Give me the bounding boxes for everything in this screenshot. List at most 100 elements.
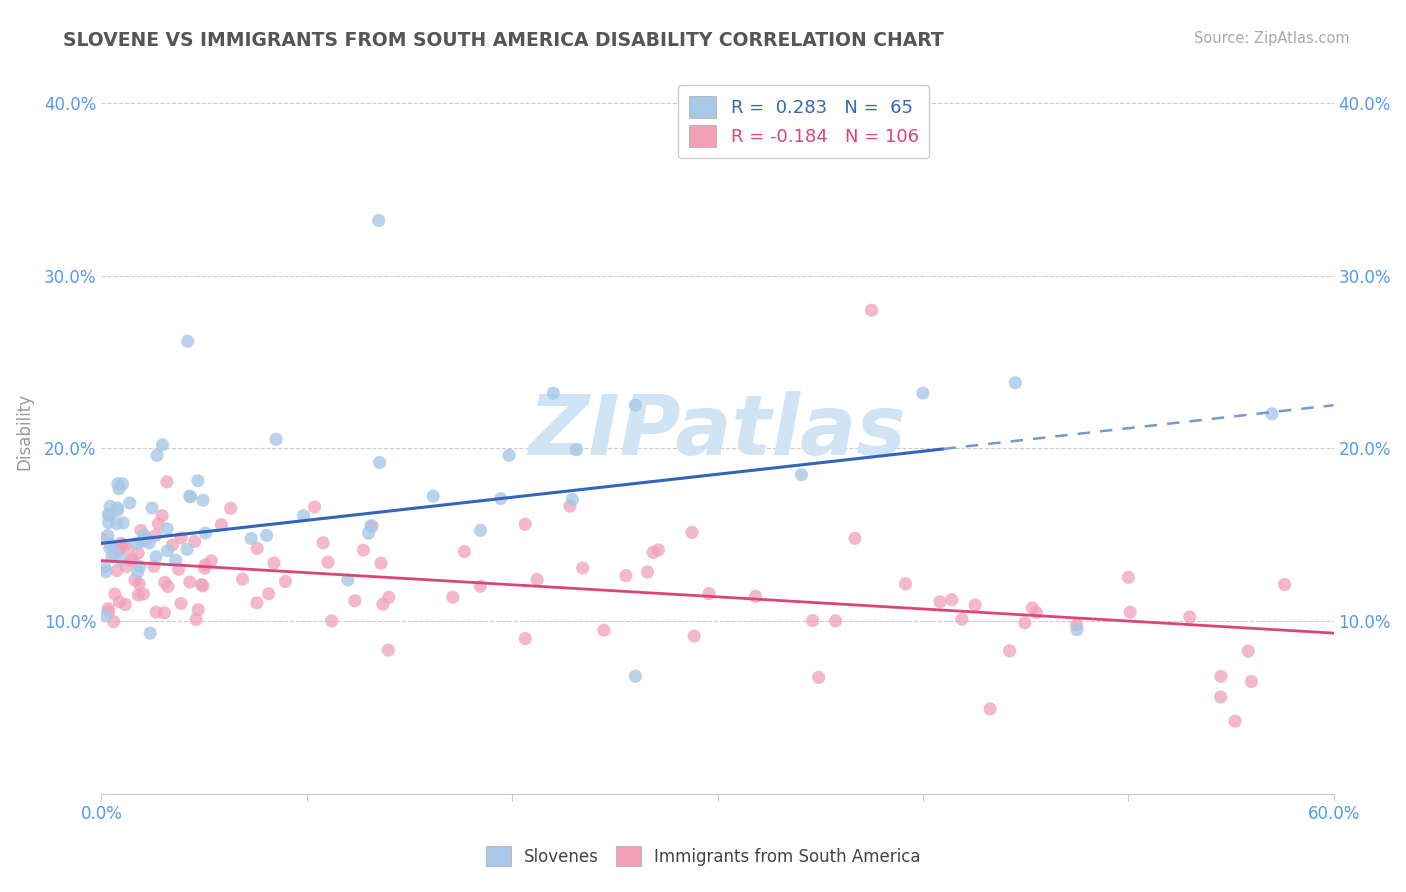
Point <box>643 545 665 559</box>
Point <box>360 518 382 533</box>
Point <box>200 554 222 568</box>
Point <box>1119 605 1142 619</box>
Point <box>179 490 201 504</box>
Point <box>165 553 187 567</box>
Point <box>105 516 128 531</box>
Point <box>929 595 952 609</box>
Point <box>156 544 179 558</box>
Point <box>526 573 548 587</box>
Point <box>256 528 278 542</box>
Point <box>790 467 813 482</box>
Point <box>470 524 492 538</box>
Legend: R =  0.283   N =  65, R = -0.184   N = 106: R = 0.283 N = 65, R = -0.184 N = 106 <box>678 85 929 158</box>
Point <box>93 559 115 574</box>
Point <box>127 588 149 602</box>
Point <box>177 334 200 349</box>
Point <box>1209 669 1232 683</box>
Point <box>336 573 359 587</box>
Point <box>120 553 142 567</box>
Point <box>489 491 512 506</box>
Point <box>647 542 669 557</box>
Point <box>107 503 129 517</box>
Point <box>118 496 141 510</box>
Point <box>97 516 120 530</box>
Point <box>132 587 155 601</box>
Point <box>368 456 391 470</box>
Point <box>1025 606 1047 620</box>
Point <box>515 517 537 532</box>
Point <box>683 629 706 643</box>
Point <box>470 579 492 593</box>
Point <box>191 579 214 593</box>
Point <box>98 541 121 555</box>
Point <box>187 603 209 617</box>
Point <box>965 598 987 612</box>
Point <box>894 577 917 591</box>
Point <box>150 508 173 523</box>
Point <box>1261 407 1284 421</box>
Point <box>911 386 934 401</box>
Point <box>101 549 124 564</box>
Point <box>979 702 1001 716</box>
Point <box>194 526 217 541</box>
Point <box>264 433 287 447</box>
Point <box>176 542 198 557</box>
Point <box>115 559 138 574</box>
Point <box>170 596 193 610</box>
Point <box>145 549 167 564</box>
Point <box>156 522 179 536</box>
Point <box>558 500 581 514</box>
Point <box>515 632 537 646</box>
Point <box>98 500 121 514</box>
Point <box>125 536 148 550</box>
Point <box>343 594 366 608</box>
Point <box>240 532 263 546</box>
Point <box>543 386 565 401</box>
Point <box>187 474 209 488</box>
Point <box>263 556 285 570</box>
Point <box>127 565 149 579</box>
Point <box>1021 601 1043 615</box>
Point <box>128 576 150 591</box>
Point <box>162 538 184 552</box>
Point <box>103 615 125 629</box>
Y-axis label: Disability: Disability <box>15 392 32 470</box>
Point <box>371 597 394 611</box>
Point <box>246 541 269 556</box>
Point <box>824 614 846 628</box>
Legend: Slovenes, Immigrants from South America: Slovenes, Immigrants from South America <box>479 839 927 873</box>
Point <box>105 564 128 578</box>
Point <box>561 492 583 507</box>
Point <box>316 555 339 569</box>
Point <box>138 536 160 550</box>
Point <box>124 573 146 587</box>
Point <box>157 580 180 594</box>
Point <box>111 476 134 491</box>
Point <box>97 601 120 615</box>
Point <box>697 586 720 600</box>
Point <box>127 546 149 560</box>
Point <box>139 626 162 640</box>
Point <box>121 553 143 567</box>
Point <box>104 587 127 601</box>
Point <box>107 500 129 515</box>
Point <box>156 475 179 489</box>
Point <box>145 528 167 542</box>
Point <box>115 541 138 556</box>
Point <box>453 544 475 558</box>
Point <box>1237 644 1260 658</box>
Point <box>107 476 129 491</box>
Point <box>184 534 207 549</box>
Point <box>1240 674 1263 689</box>
Point <box>744 590 766 604</box>
Point <box>844 532 866 546</box>
Point <box>190 577 212 591</box>
Point <box>97 605 120 619</box>
Point <box>352 543 374 558</box>
Point <box>1178 610 1201 624</box>
Point <box>274 574 297 589</box>
Point <box>112 538 135 552</box>
Point <box>98 508 121 523</box>
Point <box>1014 615 1036 630</box>
Point <box>231 572 253 586</box>
